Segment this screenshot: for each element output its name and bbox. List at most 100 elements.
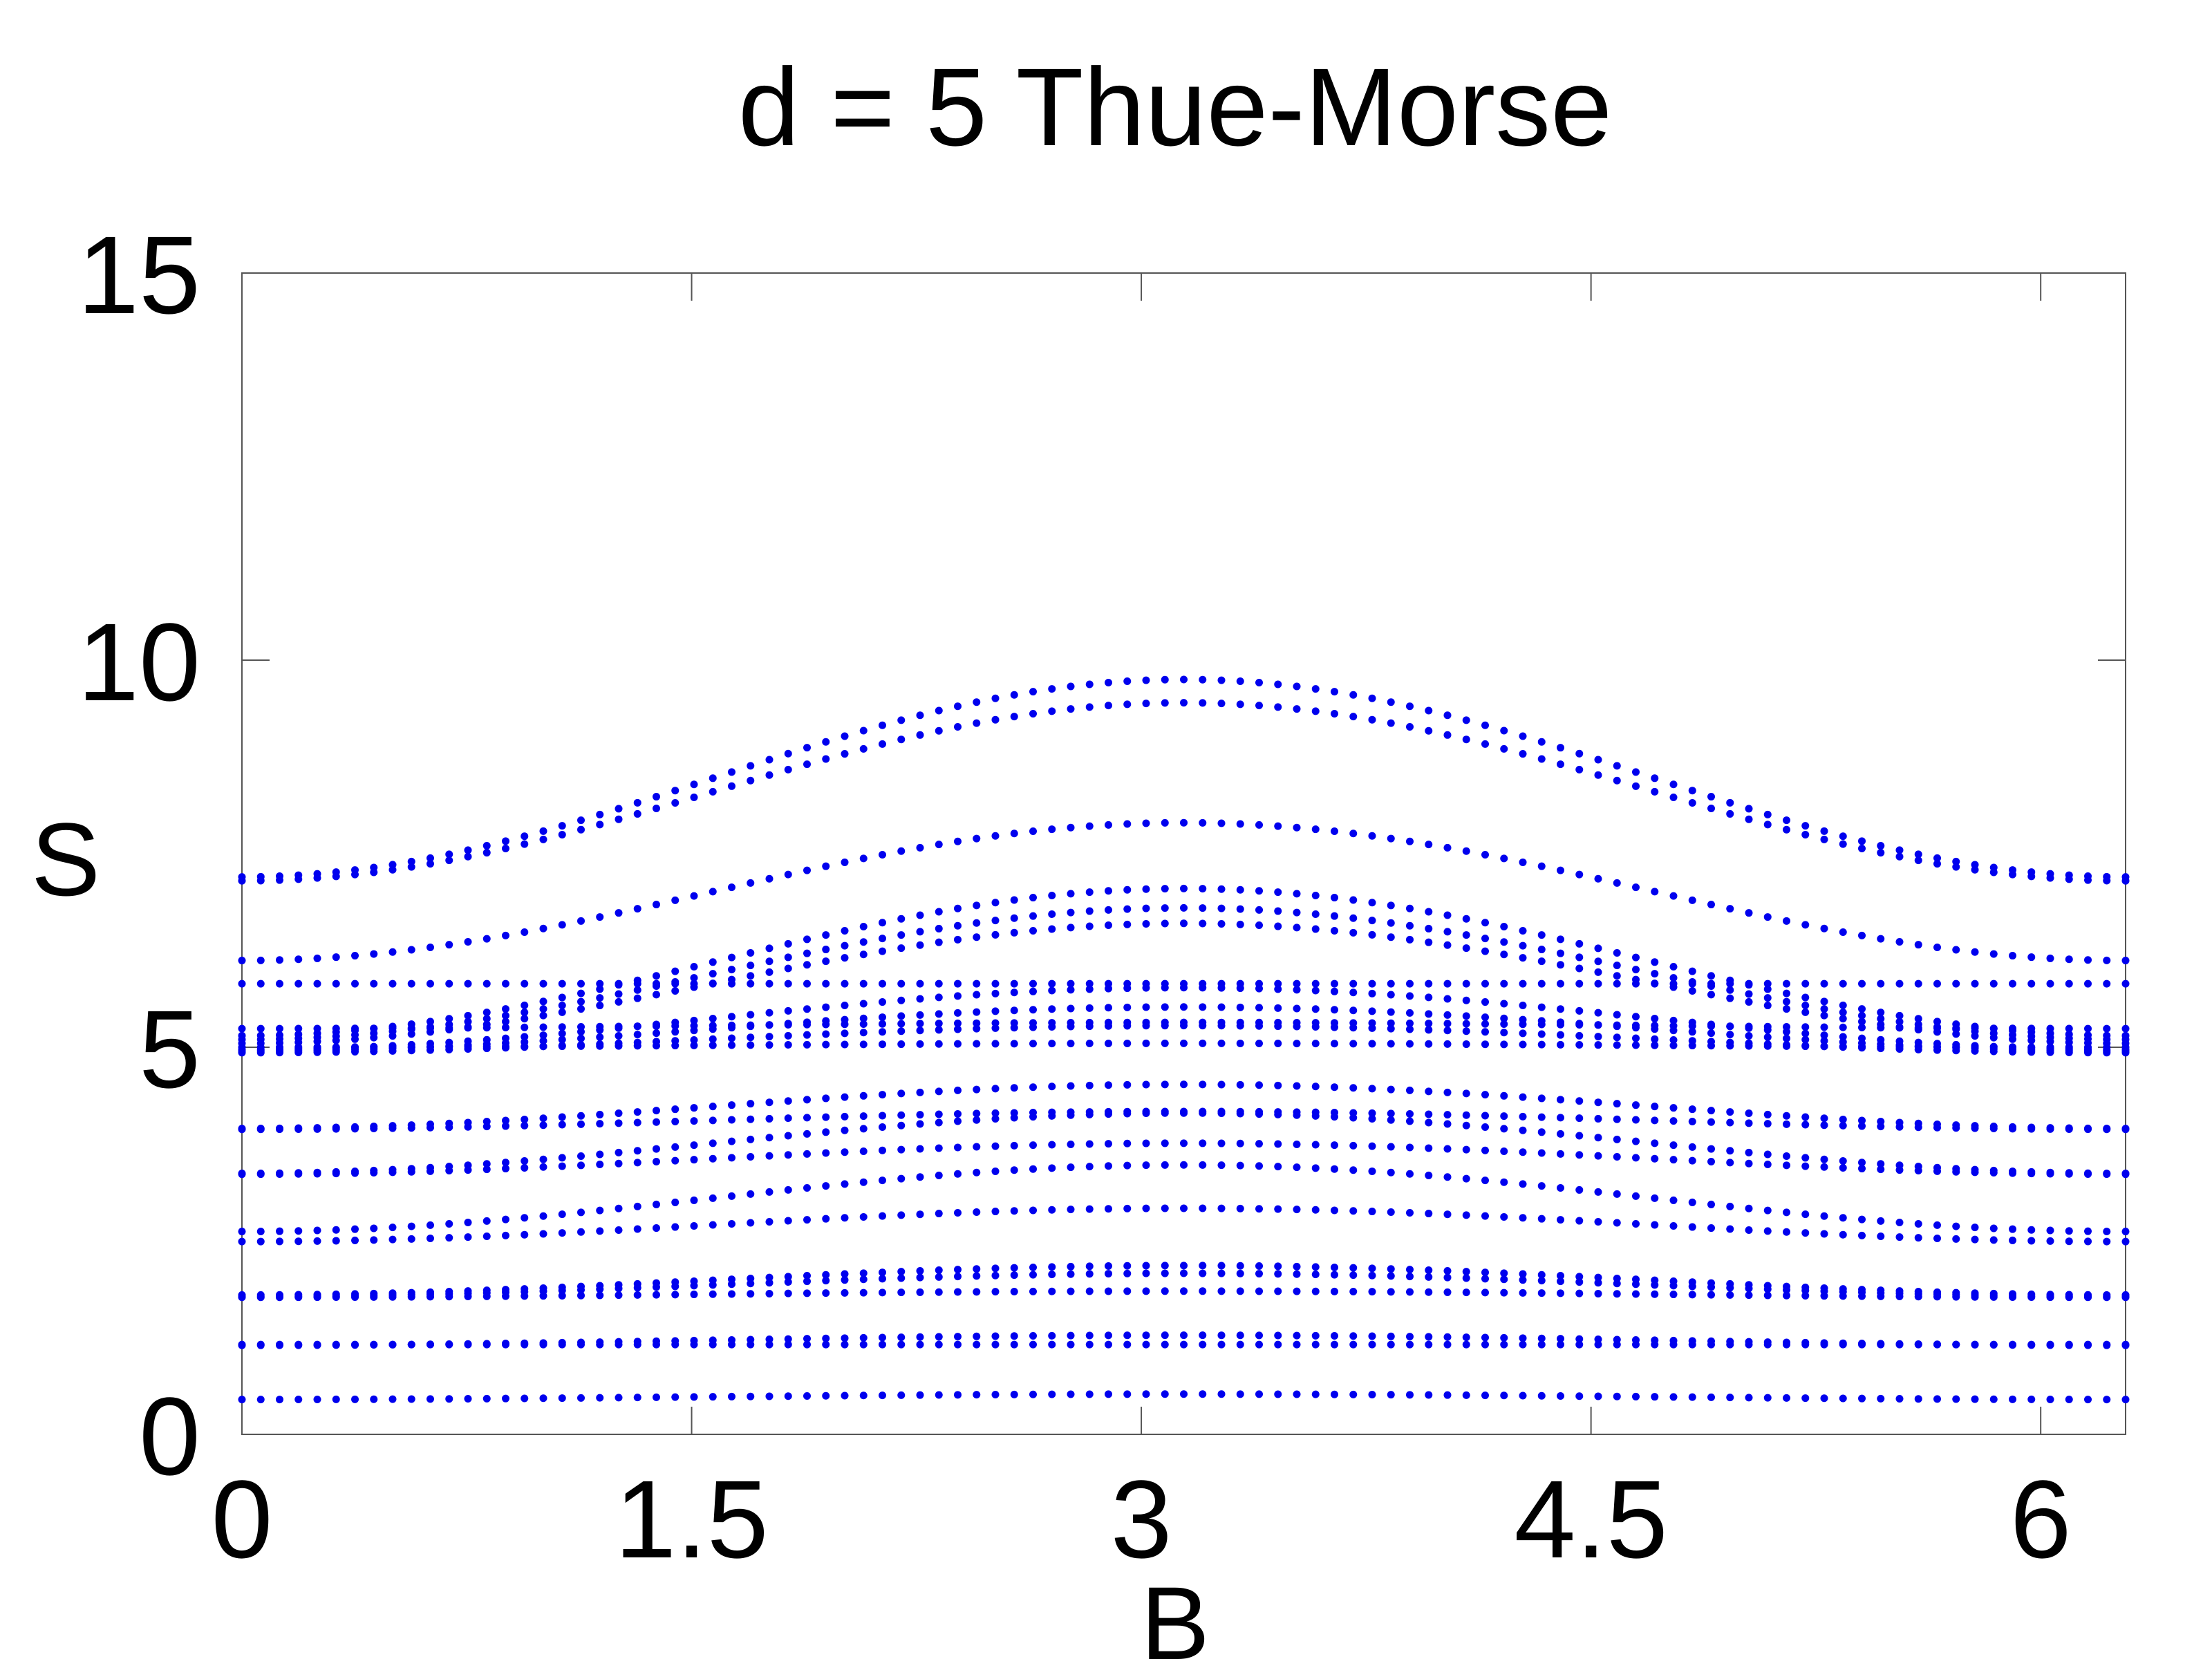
data-point [502,837,509,845]
data-point [1481,998,1489,1006]
data-point [482,1340,491,1349]
data-point [1142,1287,1150,1295]
data-point [1293,980,1301,988]
data-point [558,993,566,1002]
data-point [388,1340,397,1349]
data-point [407,980,415,988]
data-point [1613,962,1621,970]
data-point [464,1161,472,1170]
data-point [728,1034,735,1042]
data-point [954,1040,962,1048]
data-point [351,1167,359,1175]
data-point [728,1275,735,1284]
data-point [1557,744,1564,752]
data-point [1199,818,1207,827]
data-point [238,1340,246,1349]
data-point [1839,1042,1847,1051]
data-point [1105,1081,1112,1089]
data-point [256,1237,265,1246]
data-point [1613,1021,1621,1029]
data-point [1481,935,1489,943]
data-point [1387,1085,1395,1094]
data-point [2084,1031,2092,1039]
data-point [558,1340,566,1349]
data-point [1085,703,1094,711]
data-point [1763,1110,1772,1118]
data-point [1839,1157,1847,1165]
data-point [973,1391,981,1399]
data-point [1613,1340,1621,1349]
data-point [935,1020,943,1028]
data-point [784,1151,792,1159]
data-point [1745,990,1753,998]
data-point [1067,1262,1075,1271]
data-point [1632,1220,1640,1228]
data-point [633,1394,641,1402]
data-point [1085,822,1094,830]
data-point [1613,1290,1621,1298]
series-2 [238,1340,2130,1349]
data-point [1123,1340,1132,1349]
data-point [577,1152,585,1160]
data-point [1669,1156,1678,1164]
data-point [765,1188,774,1196]
data-point [256,1396,265,1404]
data-point [747,1135,755,1143]
data-point [879,1340,886,1349]
data-point [2027,1237,2036,1245]
data-point [1331,1287,1338,1295]
data-point [1500,1340,1508,1349]
data-point [539,827,547,835]
data-point [539,1394,547,1403]
data-point [1217,1331,1226,1340]
data-point [765,1340,774,1349]
data-point [1293,1262,1301,1271]
data-point [2103,1024,2111,1033]
data-point [1519,1126,1527,1134]
data-point [709,1154,717,1163]
data-point [1274,1163,1282,1171]
data-point [1613,776,1621,785]
data-point [728,1116,735,1124]
data-point [1519,1391,1527,1400]
data-point [747,1115,755,1123]
data-point [671,1198,679,1206]
data-point [1688,1198,1696,1206]
data-point [558,1113,566,1121]
data-point [1783,1023,1790,1031]
data-point [935,1210,943,1218]
data-point [1085,1262,1094,1271]
data-point [1387,1340,1395,1349]
data-point [991,980,1000,988]
data-point [954,921,962,930]
data-point [1085,1018,1094,1027]
data-point [502,1042,509,1051]
data-point [1820,1121,1828,1130]
data-point [1877,849,1885,857]
data-point [709,1194,717,1202]
data-point [577,1005,585,1013]
data-point [841,1001,849,1009]
data-point [1048,1206,1056,1214]
data-point [728,1013,735,1021]
data-point [916,711,924,720]
data-point [822,1391,830,1400]
data-point [1217,676,1226,684]
data-point [822,1271,830,1279]
data-point [1783,816,1790,825]
data-point [765,1392,774,1400]
data-point [1331,1141,1338,1150]
data-point [1952,863,1960,871]
data-point [577,825,585,834]
data-point [1801,1029,1810,1038]
data-point [1029,688,1037,696]
data-point [859,1091,868,1100]
data-point [1331,987,1338,995]
data-point [351,980,359,988]
data-point [879,919,886,927]
data-point [276,1291,283,1299]
data-point [1481,740,1489,748]
data-point [313,1340,321,1349]
data-point [558,1210,566,1219]
data-point [502,1018,509,1026]
